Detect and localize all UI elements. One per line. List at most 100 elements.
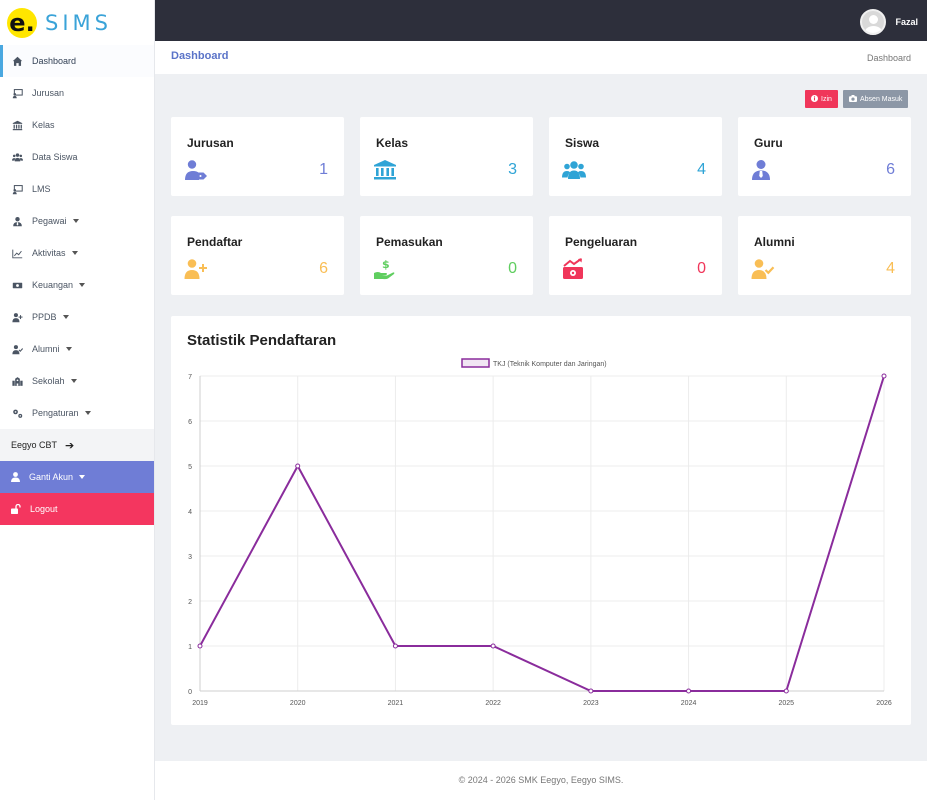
sidebar-item-label: Keuangan [32,280,74,290]
stat-card-pemasukan[interactable]: Pemasukan $0 [360,216,533,295]
caret-down-icon [84,411,91,415]
data-point [588,688,594,694]
stat-card-value: 6 [319,260,328,277]
x-tick-label: 2021 [388,700,404,707]
users-icon [562,159,586,181]
data-point [881,373,887,379]
user-tie-icon [751,159,775,181]
sidebar-item-label: Pegawai [32,216,67,226]
y-tick-label: 4 [188,509,192,516]
x-tick-label: 2019 [192,700,208,707]
stat-card-value: 3 [508,161,517,178]
y-tick-label: 5 [188,464,192,471]
page-title: Dashboard [171,50,229,62]
sidebar-item-data-siswa[interactable]: Data Siswa [0,141,154,173]
money-chart-icon [562,258,586,280]
sidebar-item-alumni[interactable]: Alumni [0,333,154,365]
user-menu[interactable]: Fazal [860,9,918,35]
caret-down-icon [62,315,69,319]
arrow-right-icon: ➔ [65,439,75,452]
sidebar-item-label: PPDB [32,312,57,322]
data-point [197,643,203,649]
stat-card-value: 1 [319,161,328,178]
sidebar-item-label: LMS [32,184,51,194]
university-icon [373,159,397,181]
stat-card-alumni[interactable]: Alumni 4 [738,216,911,295]
hand-holding-usd-icon: $ [373,258,397,280]
sidebar-item-label: Aktivitas [32,248,66,258]
sidebar-item-label: Ganti Akun [29,472,74,482]
caret-down-icon [65,347,72,351]
sidebar-item-aktivitas[interactable]: Aktivitas [0,237,154,269]
sidebar-item-eegyo-cbt[interactable]: Eegyo CBT ➔ [0,429,154,461]
stat-card-pendaftar[interactable]: Pendaftar 6 [171,216,344,295]
data-point [490,643,496,649]
user-plus-icon [10,310,24,324]
topbar: Fazal [155,0,927,41]
sidebar-item-pengaturan[interactable]: Pengaturan [0,397,154,429]
legend-swatch [461,358,490,368]
data-point [783,688,789,694]
x-tick-label: 2023 [583,700,599,707]
sidebar-item-lms[interactable]: LMS [0,173,154,205]
stat-card-kelas[interactable]: Kelas 3 [360,117,533,196]
line-chart: 0 1 2 3 4 5 6 7 2019 2020 2021 2022 2023 2024 2025 2026… [188,358,892,707]
absen-masuk-button[interactable]: Absen Masuk [843,90,909,108]
avatar[interactable] [860,9,887,35]
legend-label: TKJ (Teknik Komputer dan Jaringan) [493,361,607,368]
izin-label: Izin [821,95,832,103]
camera-icon [849,94,857,104]
sidebar-item-label: Dashboard [32,56,77,66]
user-plus-icon [184,258,208,280]
footer: © 2024 - 2026 SMK Eegyo, Eegyo SIMS. [155,761,927,800]
stat-card-value: 4 [697,161,706,178]
sidebar-item-keuangan[interactable]: Keuangan [0,269,154,301]
sidebar-item-sekolah[interactable]: Sekolah [0,365,154,397]
stat-card-title: Pengeluaran [565,235,638,249]
x-tick-label: 2020 [290,700,306,707]
unlock-icon [11,504,21,514]
data-point [295,463,301,469]
home-icon [10,54,24,68]
user-tie-icon [10,214,24,228]
sidebar-item-label: Logout [30,504,58,514]
user-check-icon [751,258,775,280]
sidebar-item-ppdb[interactable]: PPDB [0,301,154,333]
university-icon [10,118,24,132]
sidebar-item-label: Jurusan [32,88,65,98]
stat-card-jurusan[interactable]: Jurusan 1 [171,117,344,196]
caret-down-icon [79,475,86,479]
y-tick-label: 3 [188,554,192,561]
page-header: Dashboard Dashboard [155,41,927,74]
stat-card-pengeluaran[interactable]: Pengeluaran 0 [549,216,722,295]
user-tag-icon [184,159,208,181]
logo-mark: e. [7,7,37,38]
chalkboard-teacher-icon [10,86,24,100]
user-icon [11,472,20,482]
y-tick-label: 1 [188,644,192,651]
stat-card-title: Siswa [565,136,600,150]
series-line [199,375,885,692]
data-point [686,688,692,694]
sidebar-item-kelas[interactable]: Kelas [0,109,154,141]
stat-card-guru[interactable]: Guru 6 [738,117,911,196]
caret-down-icon [71,251,78,255]
sidebar-item-ganti-akun[interactable]: Ganti Akun [0,461,154,493]
stat-card-siswa[interactable]: Siswa 4 [549,117,722,196]
sidebar-item-pegawai[interactable]: Pegawai [0,205,154,237]
stat-card-value: 0 [697,260,706,277]
sidebar-item-label: Pengaturan [32,408,79,418]
sidebar-item-dashboard[interactable]: Dashboard [0,45,154,77]
school-icon [10,374,24,388]
breadcrumb[interactable]: Dashboard [866,53,911,63]
x-tick-label: 2025 [778,700,794,707]
cogs-icon [10,406,24,420]
chart-line-icon [10,246,24,260]
sidebar-item-jurusan[interactable]: Jurusan [0,77,154,109]
chalkboard-teacher-icon [10,182,24,196]
users-icon [10,150,24,164]
brand-logo[interactable]: e. SIMS [0,0,154,45]
izin-button[interactable]: Izin [805,90,838,108]
money-bill-icon [10,278,24,292]
logout-button[interactable]: Logout [0,493,154,525]
